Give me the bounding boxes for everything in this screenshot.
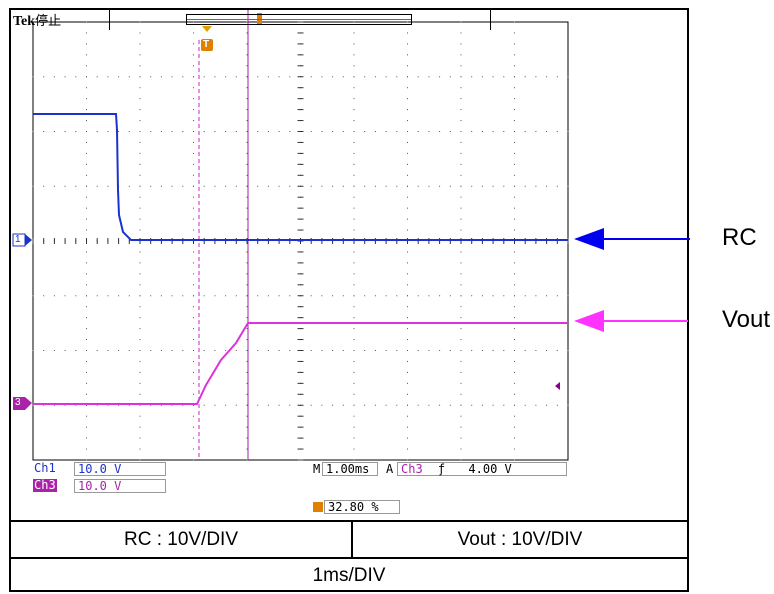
oscilloscope-screen: Tek停止 1 3 T Ch1 10.0 V Ch3 10.0 V M 1.00…	[11, 10, 687, 520]
annotation-arrows	[574, 228, 690, 332]
rc-scale-cell: RC : 10V/DIV	[11, 522, 353, 557]
vout-arrow-head	[574, 310, 604, 332]
vout-waveform	[33, 322, 568, 405]
ch1-scale: 10.0 V	[74, 462, 166, 476]
trigger-position-icon	[313, 502, 323, 512]
ch1-label: Ch1	[34, 461, 56, 475]
trigger-level: 4.00 V	[468, 462, 512, 476]
vout-scale-cell: Vout : 10V/DIV	[457, 528, 583, 550]
trigger-marker	[201, 26, 213, 51]
ch1-ground-marker	[12, 233, 32, 247]
scale-table: RC : 10V/DIV Vout : 10V/DIV 1ms/DIV	[11, 520, 687, 592]
ch3-marker-label: 3	[15, 397, 21, 408]
brand-logo: Tek停止	[13, 14, 62, 29]
record-bar	[186, 14, 412, 25]
timebase-value: 1.00ms	[322, 462, 378, 476]
acquisition-status: 停止	[35, 14, 62, 29]
rc-annotation: RC	[722, 224, 757, 251]
rc-waveform	[33, 113, 568, 241]
time-scale-cell: 1ms/DIV	[312, 564, 386, 586]
figure-frame: Tek停止 1 3 T Ch1 10.0 V Ch3 10.0 V M 1.00…	[9, 8, 689, 592]
trigger-mode: A	[386, 462, 394, 476]
ch3-label: Ch3	[33, 478, 57, 492]
trigger-source: Ch3	[401, 462, 423, 476]
ch3-ground-marker	[13, 397, 32, 410]
trigger-position-readout: 32.80 %	[324, 500, 400, 514]
ch3-scale: 10.0 V	[74, 479, 166, 493]
ch1-marker-label: 1	[15, 234, 21, 245]
trigger-level-arrow	[555, 382, 560, 390]
trigger-readout: Ch3 ƒ 4.00 V	[397, 462, 567, 476]
trigger-marker-label: T	[203, 39, 210, 50]
topbar-divider	[109, 10, 110, 30]
trigger-slope: ƒ	[437, 462, 446, 476]
waveform-display	[12, 10, 569, 461]
timebase-prefix: M	[313, 462, 321, 476]
rc-arrow-head	[574, 228, 604, 250]
topbar-divider	[490, 10, 491, 30]
graticule-grid	[32, 21, 569, 461]
vout-annotation: Vout	[722, 306, 771, 333]
